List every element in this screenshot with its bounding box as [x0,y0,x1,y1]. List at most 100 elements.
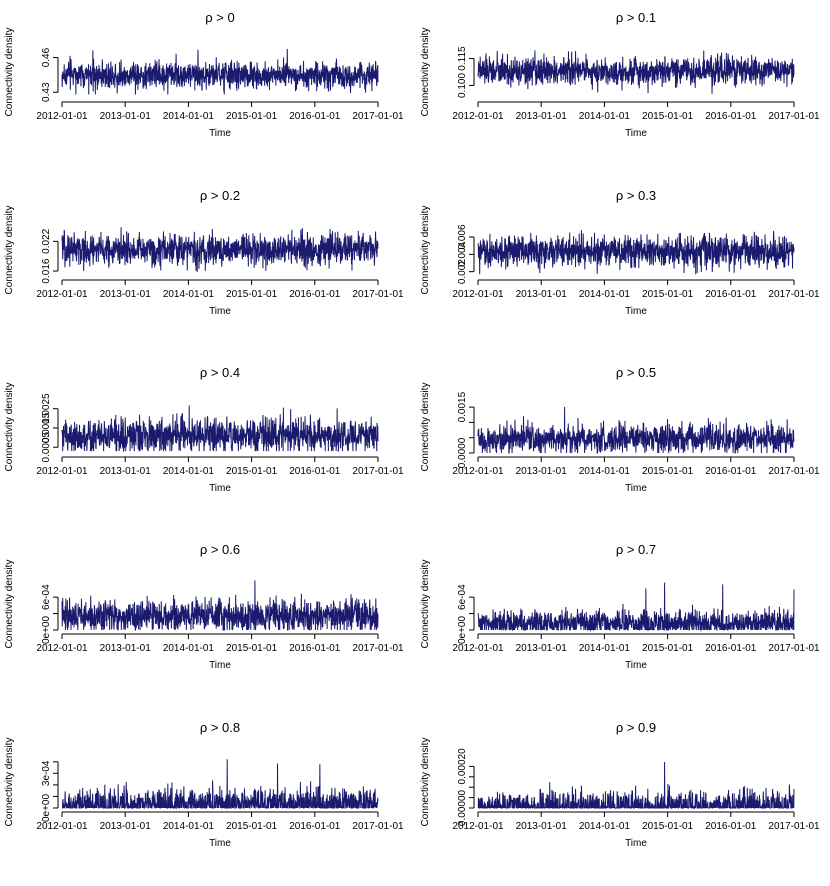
density-series-line [477,761,795,810]
x-tick-label: 2017-01-01 [768,466,820,477]
y-tick-label: 0e+00 [457,616,468,645]
y-axis-label: Connectivity density [420,738,431,827]
panel-title: ρ > 0 [205,10,234,25]
y-tick-label: 0.0015 [41,412,52,443]
x-tick-label: 2013-01-01 [100,466,152,477]
y-tick-label: 0.100 [457,73,468,98]
x-tick-label: 2017-01-01 [352,821,404,832]
x-tick-label: 2017-01-01 [768,289,820,300]
y-axis-label: Connectivity density [4,28,15,117]
y-tick-label: 0.0005 [41,431,52,462]
x-tick-label: 2016-01-01 [289,289,341,300]
x-tick-label: 2016-01-01 [705,821,757,832]
x-tick-label: 2016-01-01 [705,111,757,122]
x-axis-label: Time [209,838,231,849]
y-axis-label: Connectivity density [4,383,15,472]
x-tick-label: 2014-01-01 [579,466,631,477]
x-tick-label: 2013-01-01 [100,821,152,832]
density-series-line [477,582,795,632]
x-axis-label: Time [625,306,647,317]
x-tick-label: 2012-01-01 [452,466,504,477]
x-tick-label: 2017-01-01 [768,111,820,122]
x-tick-label: 2013-01-01 [516,643,568,654]
x-tick-label: 2017-01-01 [768,643,820,654]
x-tick-label: 2016-01-01 [705,466,757,477]
x-tick-label: 2015-01-01 [226,643,278,654]
x-tick-label: 2013-01-01 [100,289,152,300]
panel-1: ρ > 0.1 Connectivity density Time 2012-01-0… [420,10,820,139]
panel-title: ρ > 0.4 [200,365,240,380]
x-tick-label: 2014-01-01 [163,466,215,477]
x-tick-label: 2017-01-01 [352,111,404,122]
x-axis-label: Time [625,838,647,849]
x-tick-label: 2012-01-01 [452,643,504,654]
x-tick-label: 2015-01-01 [226,111,278,122]
x-tick-label: 2014-01-01 [163,821,215,832]
y-axis-label: Connectivity density [420,28,431,117]
y-tick-label: 6e-04 [41,584,52,610]
x-tick-label: 2016-01-01 [289,643,341,654]
y-tick-label: 6e-04 [457,584,468,610]
panel-title: ρ > 0.3 [616,188,656,203]
y-tick-label: 0.00020 [457,748,468,785]
panel-4: ρ > 0.4 Connectivity density Time 2012-01-0… [4,365,404,494]
y-tick-label: 0.006 [457,224,468,249]
y-tick-label: 0.0015 [457,391,468,422]
x-tick-label: 2015-01-01 [226,821,278,832]
panel-3: ρ > 0.3 Connectivity density Time 2012-01-0… [420,188,820,317]
y-tick-label: 0.004 [457,241,468,266]
x-tick-label: 2012-01-01 [36,643,88,654]
x-tick-label: 2014-01-01 [163,643,215,654]
x-tick-label: 2015-01-01 [226,466,278,477]
density-series-line [61,405,379,452]
density-series-line [61,48,379,95]
panel-6: ρ > 0.6 Connectivity density Time 2012-01-0… [4,542,404,671]
x-tick-label: 2012-01-01 [452,111,504,122]
panel-title: ρ > 0.6 [200,542,240,557]
x-axis-label: Time [209,128,231,139]
x-tick-label: 2015-01-01 [642,111,694,122]
x-tick-label: 2015-01-01 [226,289,278,300]
panel-title: ρ > 0.2 [200,188,240,203]
x-axis-label: Time [209,660,231,671]
y-axis-label: Connectivity density [4,560,15,649]
x-tick-label: 2017-01-01 [352,289,404,300]
panel-8: ρ > 0.8 Connectivity density Time 2012-01-0… [4,720,404,849]
y-axis-label: Connectivity density [420,206,431,295]
x-tick-label: 2013-01-01 [516,289,568,300]
x-tick-label: 2016-01-01 [705,289,757,300]
y-tick-label: 0.43 [41,82,52,102]
x-tick-label: 2017-01-01 [352,466,404,477]
x-tick-label: 2012-01-01 [36,821,88,832]
y-tick-label: 0.016 [41,258,52,283]
y-tick-label: 0e+00 [41,616,52,645]
x-tick-label: 2015-01-01 [642,289,694,300]
panel-title: ρ > 0.7 [616,542,656,557]
density-series-line [61,227,379,272]
x-tick-label: 2012-01-01 [452,821,504,832]
x-tick-label: 2015-01-01 [642,821,694,832]
x-tick-label: 2012-01-01 [36,466,88,477]
x-tick-label: 2016-01-01 [289,111,341,122]
x-tick-label: 2014-01-01 [579,643,631,654]
y-tick-label: 0.00000 [457,789,468,826]
y-tick-label: 3e-04 [41,760,52,786]
x-axis-label: Time [625,128,647,139]
panel-5: ρ > 0.5 Connectivity density Time 2012-01-0… [420,365,820,494]
y-tick-label: 0e+00 [41,794,52,823]
panel-9: ρ > 0.9 Connectivity density Time 2012-01-0… [420,720,820,849]
panel-title: ρ > 0.1 [616,10,656,25]
y-axis-label: Connectivity density [420,560,431,649]
x-tick-label: 2013-01-01 [516,111,568,122]
x-tick-label: 2014-01-01 [579,821,631,832]
x-tick-label: 2015-01-01 [642,643,694,654]
x-tick-label: 2014-01-01 [163,111,215,122]
density-series-line [477,406,795,454]
x-tick-label: 2013-01-01 [100,111,152,122]
y-tick-label: 0.46 [41,47,52,67]
panel-title: ρ > 0.8 [200,720,240,735]
x-tick-label: 2014-01-01 [579,289,631,300]
x-axis-label: Time [625,483,647,494]
x-tick-label: 2017-01-01 [768,821,820,832]
